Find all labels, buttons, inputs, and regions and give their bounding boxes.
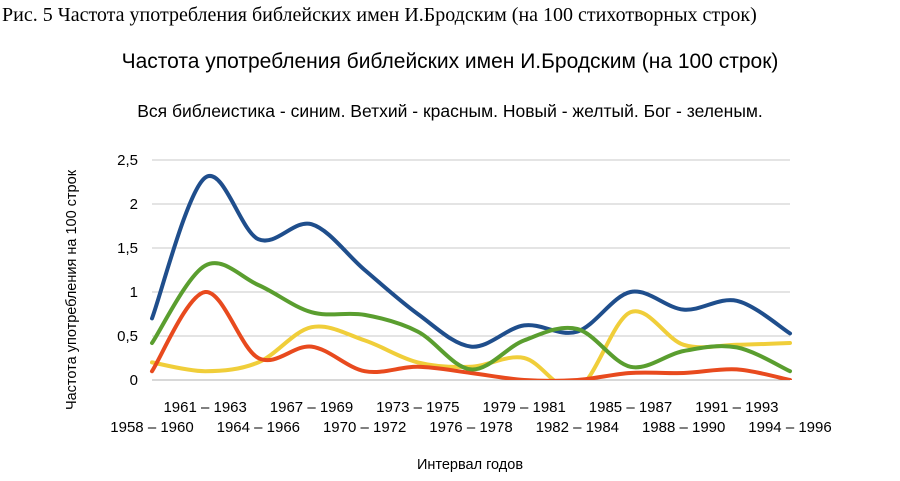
y-tick-label: 0 [130,372,138,389]
y-axis-title: Частота употребления на 100 строк [64,169,80,410]
x-axis-title: Интервал годов [417,457,523,473]
x-tick-label: 1994 – 1996 [748,419,831,436]
x-tick-label: 1991 – 1993 [695,399,778,416]
grid-lines [152,159,790,381]
x-tick-label: 1958 – 1960 [110,419,193,436]
series-lines [150,173,792,380]
x-tick-label: 1967 – 1969 [270,399,353,416]
y-tick-label: 1,5 [117,240,138,257]
x-tick-label: 1973 – 1975 [376,399,459,416]
y-tick-label: 1 [130,284,138,301]
series-new-testament-line [150,309,792,380]
y-tick-labels: 0 0,5 1 1,5 2 2,5 [117,152,138,389]
series-total-line [150,173,792,349]
x-tick-labels: 1958 – 1960 1961 – 1963 1964 – 1966 1967 – … [110,399,831,436]
chart-title: Частота употребления библейских имен И.Б… [121,50,779,73]
x-tick-label: 1988 – 1990 [642,419,725,436]
x-tick-label: 1982 – 1984 [536,419,619,436]
y-tick-label: 0,5 [117,328,138,345]
series-god-line [150,261,792,374]
x-tick-label: 1970 – 1972 [323,419,406,436]
y-tick-label: 2,5 [117,152,138,169]
x-tick-label: 1985 – 1987 [589,399,672,416]
figure-caption: Рис. 5 Частота употребления библейских и… [2,4,757,26]
chart-subtitle: Вся библеистика - синим. Ветхий - красны… [137,101,763,121]
x-tick-label: 1979 – 1981 [482,399,565,416]
series-old-testament-line [150,290,792,380]
y-tick-label: 2 [130,196,138,213]
x-tick-label: 1976 – 1978 [429,419,512,436]
x-tick-label: 1961 – 1963 [163,399,246,416]
x-tick-label: 1964 – 1966 [217,419,300,436]
